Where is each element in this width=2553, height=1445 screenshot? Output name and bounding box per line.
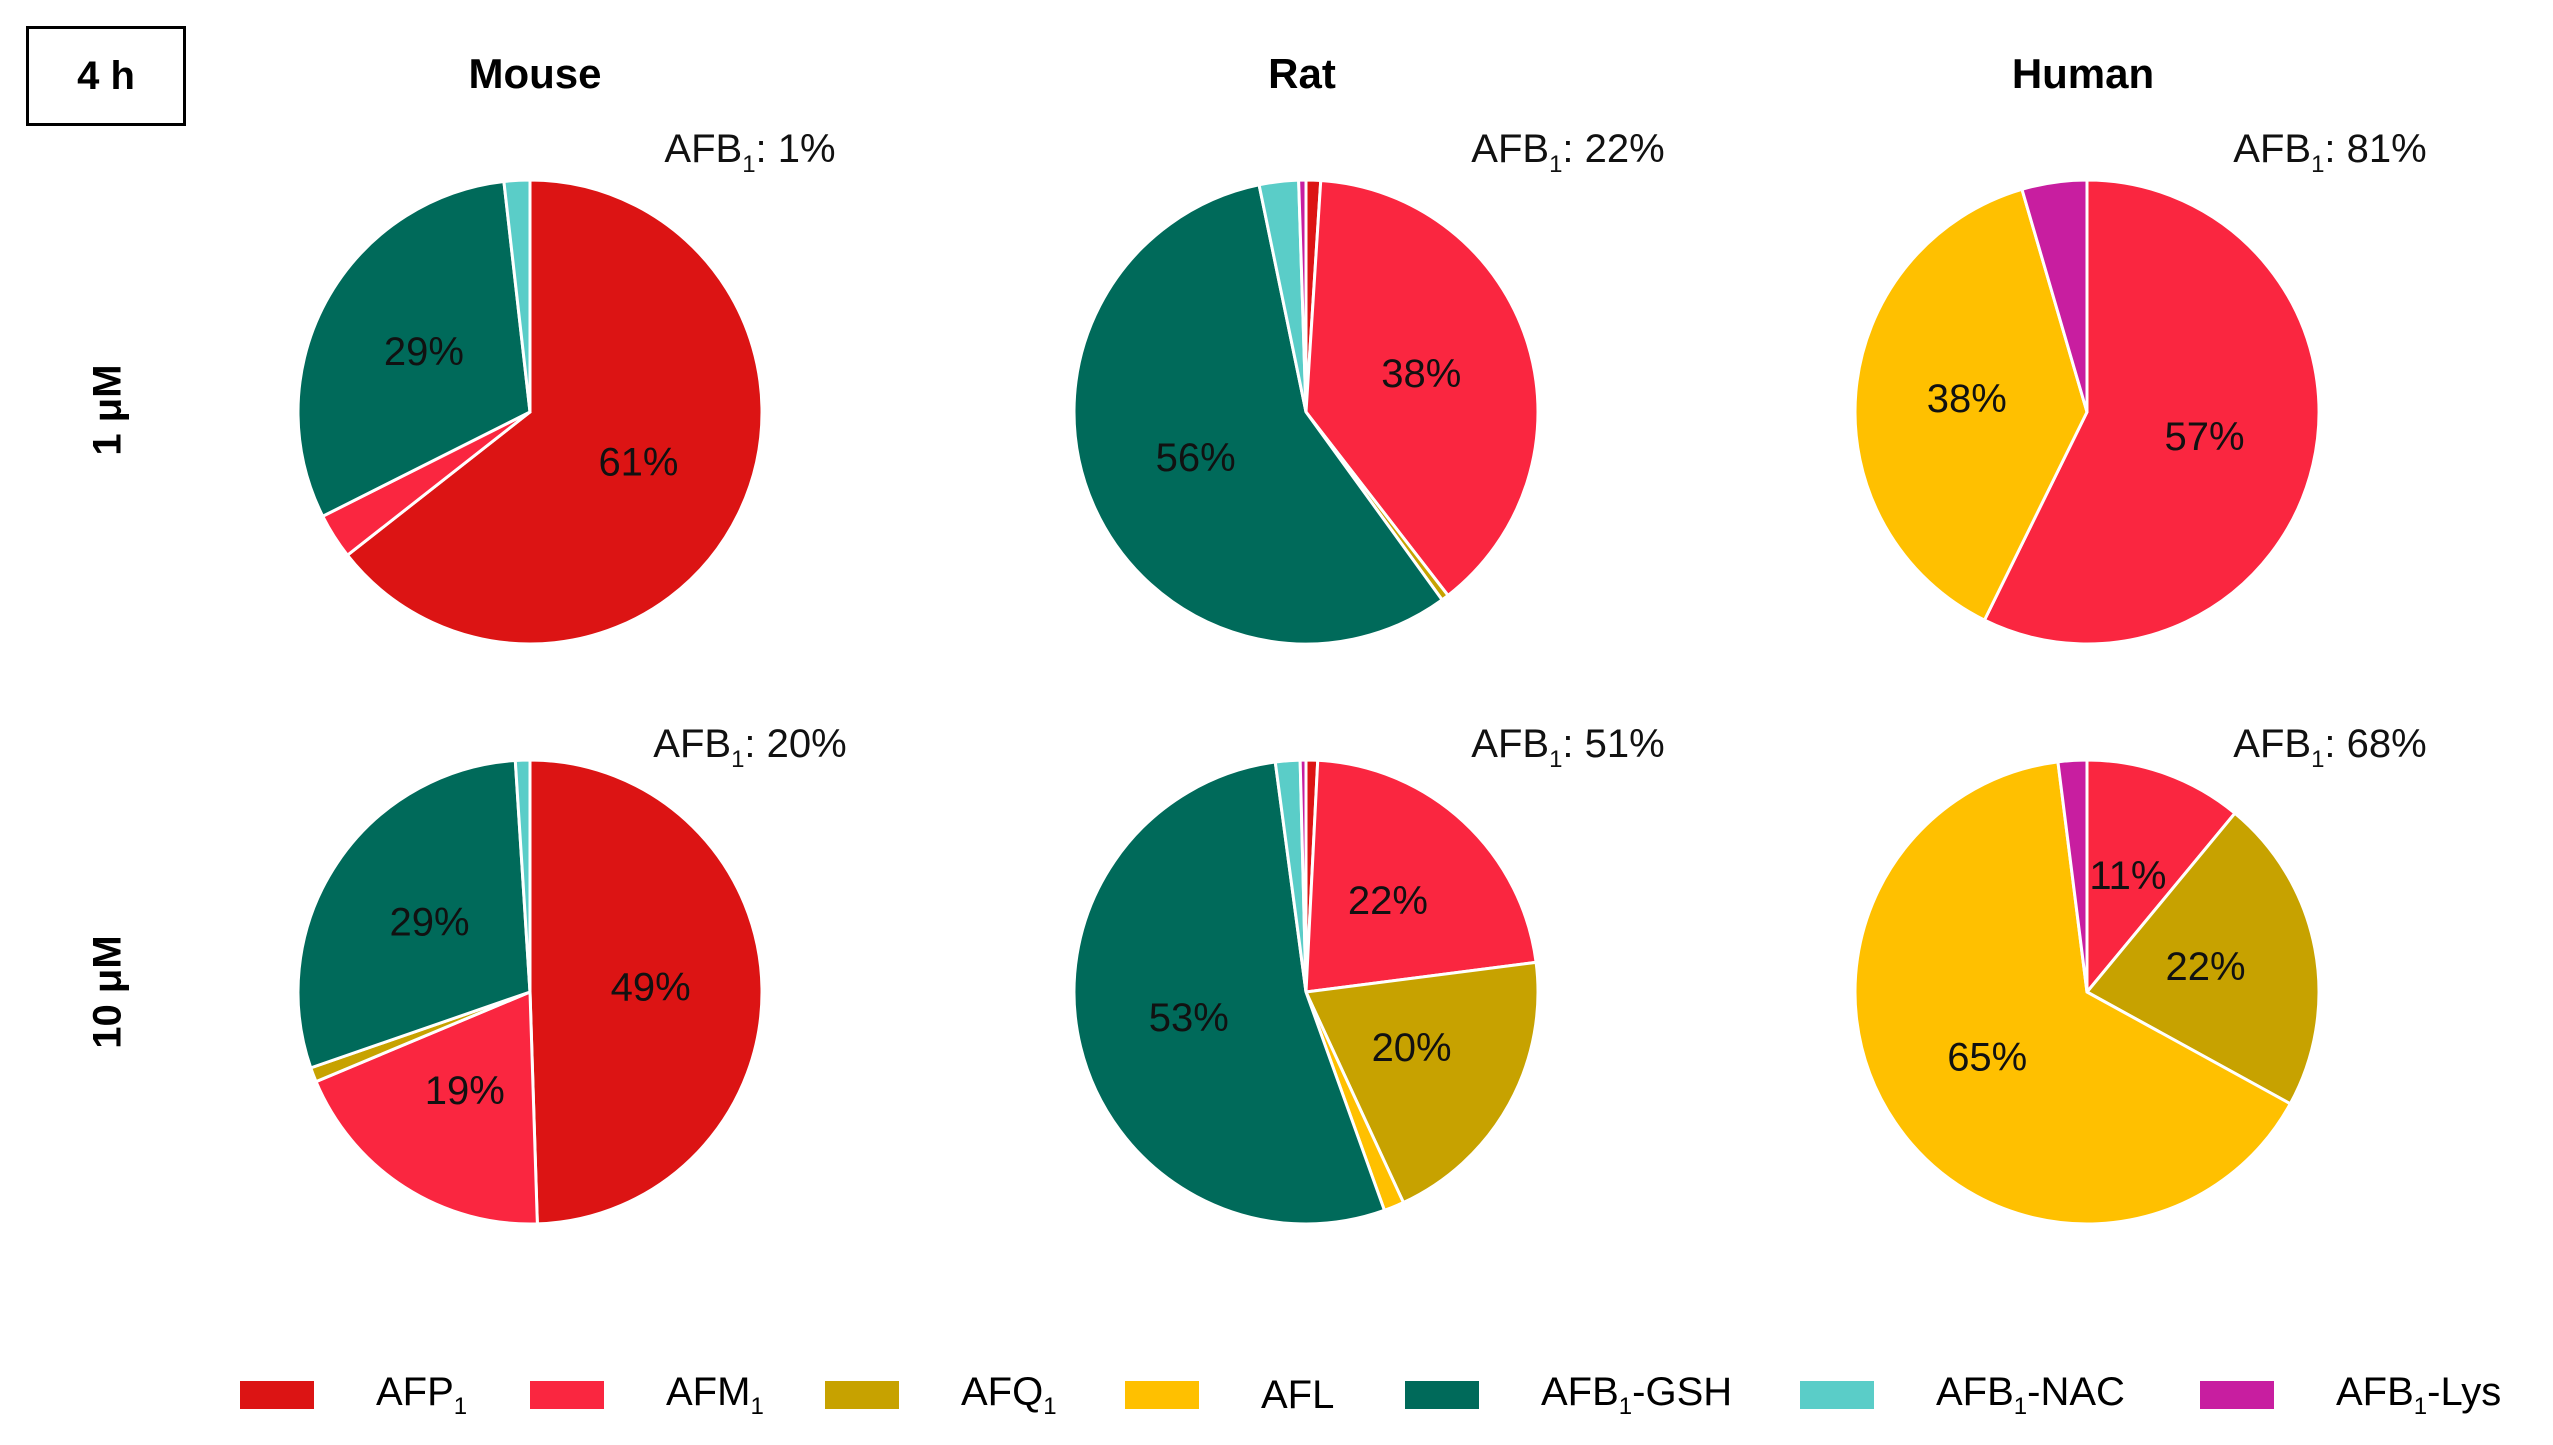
slice-label: 11%	[2089, 854, 2166, 898]
legend-item-afm1: AFM1	[530, 1370, 764, 1420]
afb1-remaining-label: AFB1: 51%	[1471, 722, 1664, 773]
slice-afq1	[2084, 811, 2321, 1106]
pie-mouse-10-m: 49% 19% 29%	[296, 758, 764, 1226]
legend-swatch	[825, 1381, 899, 1409]
pie-mouse-1-m: 61% 29%	[296, 178, 764, 646]
slice-afb1-lys	[2056, 758, 2089, 993]
pie-human-1-m: 57% 38%	[1853, 178, 2321, 646]
slice-afp1	[345, 178, 764, 646]
column-title-mouse: Mouse	[468, 50, 602, 97]
legend-swatch	[240, 1381, 314, 1409]
afb1-remaining-label: AFB1: 1%	[664, 127, 835, 178]
afb1-remaining-label: AFB1: 22%	[1471, 127, 1664, 178]
slice-afb1-gsh	[296, 179, 532, 519]
slice-label: 65%	[1947, 1035, 2027, 1079]
legend-item-afb1-nac: AFB1-NAC	[1800, 1370, 2125, 1420]
slice-label: 19%	[425, 1069, 505, 1113]
slice-label: 29%	[390, 901, 470, 945]
slice-label: 29%	[384, 330, 464, 374]
legend-label: AFB1-GSH	[1541, 1369, 1733, 1420]
legend-swatch	[530, 1381, 604, 1409]
legend-label: AFB1-NAC	[1936, 1369, 2125, 1420]
legend-label: AFM1	[666, 1369, 764, 1420]
legend-item-afb1-gsh: AFB1-GSH	[1405, 1370, 1732, 1420]
time-label-box: 4 h	[26, 26, 186, 126]
slice-afl	[1853, 187, 2089, 623]
slice-label: 38%	[1381, 352, 1461, 396]
slice-afl	[1853, 760, 2293, 1226]
slice-afq1	[1303, 960, 1540, 1205]
slice-label: 20%	[1372, 1026, 1452, 1070]
legend-item-afq1: AFQ1	[825, 1370, 1057, 1420]
pie-human-10-m: 11% 22% 65%	[1853, 758, 2321, 1226]
legend-swatch	[2200, 1381, 2274, 1409]
slice-afm1	[1982, 178, 2321, 646]
slice-afb1-gsh	[1072, 183, 1445, 646]
legend: AFP1 AFM1 AFQ1 AFL AFB1-GSH AFB1-NAC AFB1-Lys	[240, 1370, 2540, 1420]
slice-label: 49%	[611, 966, 691, 1010]
slice-afm1	[1304, 758, 1538, 994]
slice-label: 61%	[598, 440, 678, 484]
pie-rat-1-m: 38% 56%	[1072, 178, 1540, 646]
legend-swatch	[1405, 1381, 1479, 1409]
slice-label: 22%	[1348, 879, 1428, 923]
legend-label: AFQ1	[961, 1369, 1057, 1420]
legend-swatch	[1125, 1381, 1199, 1409]
time-label: 4 h	[77, 53, 135, 98]
slice-afm1	[314, 989, 539, 1226]
column-title-human: Human	[2011, 50, 2155, 97]
slice-label: 22%	[2165, 945, 2245, 989]
afb1-remaining-label: AFB1: 81%	[2233, 127, 2426, 178]
slice-afb1-lys	[2020, 178, 2089, 413]
slice-afp1	[528, 758, 764, 1226]
slice-label: 56%	[1156, 436, 1236, 480]
slice-label: 53%	[1149, 996, 1229, 1040]
legend-label: AFB1-Lys	[2336, 1369, 2502, 1420]
slice-label: 38%	[1927, 377, 2007, 421]
slice-afb1-nac	[513, 758, 532, 993]
slice-afb1-gsh	[296, 758, 532, 1070]
column-title-rat: Rat	[1268, 50, 1336, 97]
legend-item-afb1-lys: AFB1-Lys	[2200, 1370, 2501, 1420]
slice-afm1	[2085, 758, 2237, 997]
slice-afb1-lys	[1298, 758, 1308, 993]
pie-rat-10-m: 22% 20% 53%	[1072, 758, 1540, 1226]
legend-label: AFP1	[376, 1369, 468, 1420]
legend-item-afp1: AFP1	[240, 1370, 467, 1420]
afb1-remaining-label: AFB1: 68%	[2233, 722, 2426, 773]
slice-afb1-gsh	[1072, 760, 1387, 1226]
slice-label: 57%	[2164, 415, 2244, 459]
slice-afm1	[1304, 178, 1540, 598]
legend-label: AFL	[1261, 1372, 1335, 1417]
slice-afb1-lys	[1297, 178, 1308, 413]
slice-afb1-nac	[502, 178, 532, 413]
afb1-remaining-label: AFB1: 20%	[653, 722, 846, 773]
legend-swatch	[1800, 1381, 1874, 1409]
legend-item-afl: AFL	[1125, 1370, 1334, 1420]
